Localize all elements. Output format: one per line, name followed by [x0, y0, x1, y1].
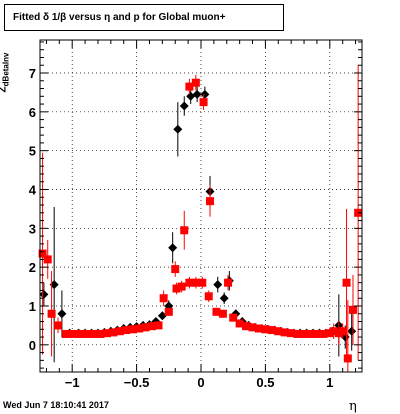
data-point-square: [185, 278, 194, 287]
data-point-square: [267, 326, 276, 335]
data-point-square: [293, 329, 302, 338]
data-point-square: [177, 282, 186, 291]
data-point-square: [90, 329, 99, 338]
plot-frame: [39, 39, 363, 373]
data-point-diamond: [39, 289, 49, 299]
data-point-square: [96, 329, 105, 338]
data-point-square: [69, 329, 78, 338]
data-point-square: [312, 329, 321, 338]
y-tick-label: 2: [29, 260, 36, 275]
data-point-square: [159, 294, 168, 303]
data-point-square: [109, 328, 118, 337]
data-point-diamond: [157, 311, 167, 321]
data-point-square: [135, 324, 144, 333]
data-point-square: [128, 325, 137, 334]
data-point-square: [43, 255, 52, 264]
y-tick-label: 0: [29, 338, 36, 353]
axes: −1 −0.5 0 0.5 1 0 1 2 3 4 5 6 7: [29, 39, 363, 390]
data-point-square: [83, 329, 92, 338]
y-tick-label: 6: [29, 105, 36, 120]
data-point-diamond: [57, 309, 67, 319]
data-point-square: [191, 278, 200, 287]
x-axis-label: η: [349, 399, 357, 414]
data-point-square: [348, 305, 357, 314]
data-point-square: [343, 354, 352, 363]
data-point-square: [164, 307, 173, 316]
y-tick-label: 1: [29, 299, 36, 314]
data-point-square: [274, 327, 283, 336]
data-point-square: [61, 329, 70, 338]
data-point-square: [38, 249, 47, 258]
data-point-square: [306, 329, 315, 338]
data-point-square: [204, 292, 213, 301]
data-point-square: [154, 321, 163, 330]
data-point-square: [77, 329, 86, 338]
data-point-square: [218, 309, 227, 318]
y-tick-label: 7: [29, 66, 36, 81]
data-point-square: [229, 313, 238, 322]
data-point-diamond: [168, 243, 178, 253]
x-tick-label: −1: [65, 375, 80, 390]
data-point-square: [338, 327, 347, 336]
data-point-square: [198, 278, 207, 287]
chart-title: Fitted δ 1/β versus η and p for Global m…: [13, 12, 226, 23]
data-point-square: [212, 307, 221, 316]
data-point-square: [342, 278, 351, 287]
data-point-square: [185, 82, 194, 91]
data-point-square: [254, 324, 263, 333]
y-tick-label: 5: [29, 144, 36, 159]
data-point-square: [199, 98, 208, 107]
data-point-diamond: [213, 280, 223, 290]
data-point-square: [261, 325, 270, 334]
y-tick-label: 4: [29, 182, 37, 197]
series-2: [38, 65, 363, 372]
timestamp: Wed Jun 7 18:10:41 2017: [3, 400, 109, 410]
y-tick-label: 3: [29, 221, 36, 236]
data-point-diamond: [49, 280, 59, 290]
data-point-diamond: [173, 124, 183, 134]
data-point-square: [141, 323, 150, 332]
x-tick-label: 0.5: [256, 375, 274, 390]
data-point-square: [206, 197, 215, 206]
data-point-square: [329, 327, 338, 336]
data-point-diamond: [179, 101, 189, 111]
x-tick-label: 1: [326, 375, 333, 390]
data-point-square: [148, 322, 157, 331]
data-point-square: [102, 329, 111, 338]
x-tick-label: 0: [197, 375, 204, 390]
data-point-square: [287, 329, 296, 338]
data-point-square: [248, 323, 257, 332]
data-point-square: [115, 327, 124, 336]
data-point-square: [122, 326, 131, 335]
data-point-square: [319, 329, 328, 338]
grid-lines: [40, 40, 362, 372]
data-point-square: [242, 322, 251, 331]
data-point-square: [180, 226, 189, 235]
data-point-square: [300, 329, 309, 338]
x-tick-label: −0.5: [124, 375, 150, 390]
data-point-diamond: [200, 89, 210, 99]
title-box: Fitted δ 1/β versus η and p for Global m…: [4, 4, 284, 31]
data-point-square: [191, 78, 200, 87]
data-point-square: [171, 265, 180, 274]
data-point-diamond: [347, 326, 357, 336]
data-point-square: [280, 328, 289, 337]
data-point-square: [47, 309, 56, 318]
data-point-diamond: [192, 89, 202, 99]
series-1: [39, 86, 357, 363]
data-point-square: [172, 284, 181, 293]
series-layer: [38, 65, 363, 372]
data-point-square: [224, 278, 233, 287]
data-point-square: [235, 319, 244, 328]
data-point-diamond: [219, 293, 229, 303]
data-point-square: [54, 321, 63, 330]
